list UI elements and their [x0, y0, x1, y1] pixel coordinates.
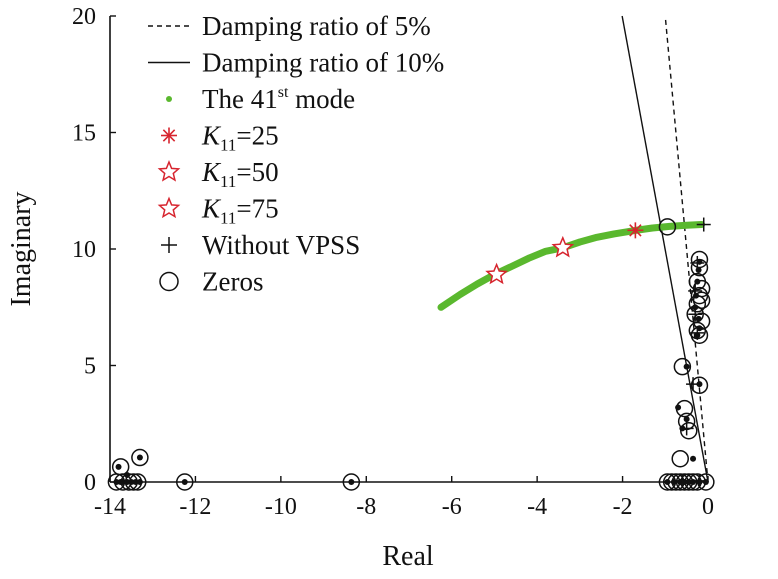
zero-marker — [671, 449, 689, 468]
zero-marker — [690, 250, 709, 269]
zero-marker — [124, 473, 143, 491]
without-vpss-marker — [686, 377, 701, 392]
without-vpss-marker — [688, 307, 703, 322]
pole-dot — [690, 455, 697, 462]
zero-marker — [673, 357, 692, 376]
zero-marker — [176, 473, 194, 491]
x-tick-label: -2 — [613, 494, 633, 520]
zero-marker — [690, 326, 709, 344]
legend-swatch-zeros — [159, 271, 179, 292]
damping-lines — [621, 15, 709, 483]
legend-swatch-k25 — [161, 127, 177, 144]
legend-label-k75: K11=75 — [201, 194, 279, 228]
zero-marker — [111, 458, 130, 476]
without-vpss-marker — [692, 473, 707, 488]
pole-dot — [683, 363, 690, 370]
zero-marker — [690, 376, 709, 395]
damping-line-10 — [621, 15, 709, 483]
axes — [109, 15, 709, 483]
pole-dot — [181, 479, 188, 485]
zero-marker — [675, 399, 694, 418]
zero-marker — [675, 473, 694, 491]
zero-marker — [667, 473, 685, 491]
legend-swatch-k75 — [157, 196, 181, 219]
legend: Damping ratio of 5% Damping ratio of 10% T… — [148, 11, 444, 297]
y-tick-label: 0 — [84, 470, 96, 496]
x-tick-label: -8 — [356, 494, 376, 520]
x-tick-label: -12 — [179, 494, 211, 520]
legend-label-d10: Damping ratio of 10% — [202, 48, 444, 78]
legend-label-mode: The 41st mode — [202, 84, 355, 114]
zero-marker — [688, 295, 707, 313]
zero-marker — [680, 473, 698, 491]
without-vpss-markers — [675, 217, 711, 488]
y-axis-label: Imaginary — [6, 191, 37, 306]
legend-label-d5: Damping ratio of 5% — [202, 11, 431, 41]
damping-line-5 — [664, 15, 709, 483]
x-tick-label: -4 — [527, 494, 547, 520]
without-vpss-marker — [675, 473, 690, 488]
tick-labels: -14 -12 -10 -8 -6 -4 -2 0 0 5 10 15 20 — [72, 4, 714, 520]
legend-label-zeros: Zeros — [202, 267, 263, 297]
x-tick-label: 0 — [702, 494, 714, 520]
zero-marker — [120, 473, 138, 491]
without-vpss-marker — [688, 283, 703, 298]
zero-marker — [658, 473, 677, 491]
legend-label-nov: Without VPSS — [202, 230, 360, 260]
gain-marker-k25-arm — [629, 224, 642, 237]
without-vpss-marker — [690, 325, 705, 340]
legend-label-k25: K11=25 — [201, 121, 279, 155]
zero-marker — [692, 312, 711, 330]
x-tick-label: -14 — [94, 494, 126, 520]
pole-dot — [348, 479, 355, 485]
zero-marker — [690, 258, 709, 277]
without-vpss-marker — [690, 255, 705, 270]
zeros — [107, 218, 715, 491]
zero-marker — [684, 473, 702, 491]
x-axis-label: Real — [382, 541, 434, 572]
pole-dot — [683, 416, 690, 423]
y-tick-label: 15 — [72, 121, 96, 147]
pole-dot — [115, 463, 122, 470]
zero-marker — [697, 473, 715, 491]
gain-marker-k25 — [627, 222, 644, 239]
zero-marker — [692, 291, 711, 310]
gain-marker-k11-50 — [551, 235, 575, 258]
zero-marker — [129, 473, 147, 491]
legend-label-k50: K11=50 — [201, 157, 279, 191]
zero-marker — [662, 473, 681, 491]
zero-marker — [680, 421, 698, 440]
x-tick-label: -6 — [442, 494, 462, 520]
zero-marker — [658, 218, 677, 236]
legend-swatch-mode — [166, 96, 172, 102]
y-tick-label: 20 — [72, 4, 96, 30]
zero-marker — [131, 448, 149, 467]
zero-marker — [671, 473, 689, 491]
legend-swatch-k50 — [157, 160, 181, 182]
y-tick-label: 5 — [84, 354, 96, 380]
legend-swatch-k25-arm — [162, 129, 176, 142]
pole-dot — [136, 454, 143, 461]
without-vpss-marker — [679, 421, 694, 436]
x-tick-label: -10 — [265, 494, 297, 520]
without-vpss-marker — [696, 217, 711, 232]
legend-swatch-without-vpss — [161, 237, 177, 253]
gain-markers — [485, 222, 644, 285]
gain-marker-k11-75 — [485, 262, 508, 285]
zero-marker — [342, 473, 361, 491]
y-tick-label: 10 — [72, 237, 96, 263]
zero-marker — [688, 473, 707, 491]
